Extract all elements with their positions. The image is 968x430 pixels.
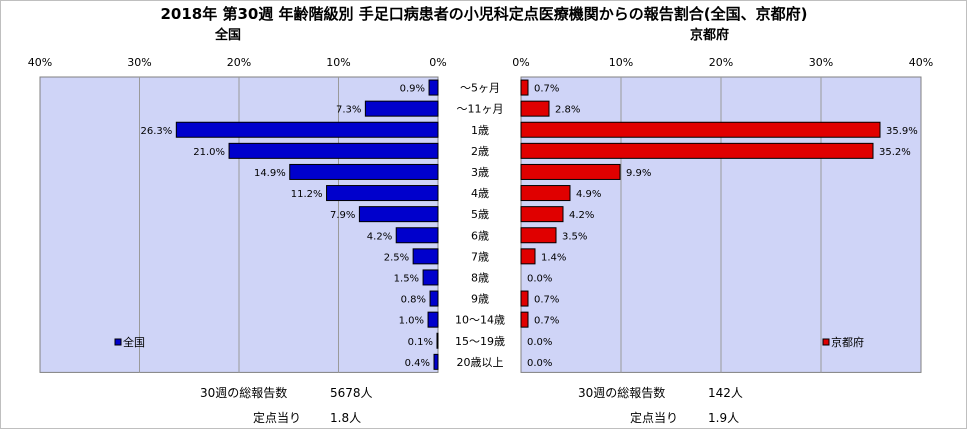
- age-category-label: 3歳: [471, 166, 489, 179]
- national-bar: [436, 332, 439, 349]
- kyoto-data-label: 35.2%: [879, 147, 911, 158]
- national-per-sentinel-label: 定点当り: [253, 411, 302, 425]
- kyoto-data-label: 35.9%: [886, 126, 918, 137]
- national-tick-label: 10%: [326, 56, 350, 69]
- kyoto-bar: [520, 290, 529, 307]
- age-category-label: 7歳: [471, 250, 489, 263]
- kyoto-legend-swatch: [822, 338, 830, 346]
- chart-title: 2018年 第30週 年齢階級別 手足口病患者の小児科定点医療機関からの報告割合…: [160, 5, 808, 23]
- age-category-label: 2歳: [471, 145, 489, 158]
- national-bar: [175, 121, 439, 138]
- national-data-label: 4.2%: [367, 231, 392, 242]
- kyoto-panel-title: 京都府: [690, 28, 730, 43]
- kyoto-total-reports-label: 30週の総報告数: [578, 386, 666, 400]
- kyoto-data-label: 0.0%: [527, 337, 552, 348]
- kyoto-data-label: 2.8%: [555, 105, 580, 116]
- national-data-label: 26.3%: [141, 126, 173, 137]
- age-category-label: 15～19歳: [455, 335, 505, 348]
- kyoto-bar: [520, 248, 536, 265]
- age-category-label: ～11ヶ月: [457, 103, 504, 116]
- age-category-label: 10～14歳: [455, 314, 505, 327]
- kyoto-tick-label: 30%: [809, 56, 833, 69]
- national-tick-label: 40%: [28, 56, 52, 69]
- national-data-label: 7.9%: [330, 210, 355, 221]
- national-bar: [289, 163, 439, 180]
- kyoto-total-reports-value: 142人: [708, 386, 743, 400]
- kyoto-data-label: 0.0%: [527, 358, 552, 369]
- national-data-label: 0.8%: [401, 295, 426, 306]
- kyoto-data-label: 0.7%: [534, 316, 559, 327]
- kyoto-data-label: 4.9%: [576, 189, 601, 200]
- kyoto-data-label: 0.0%: [527, 273, 552, 284]
- kyoto-tick-label: 0%: [512, 56, 529, 69]
- national-data-label: 7.3%: [336, 105, 361, 116]
- kyoto-data-label: 3.5%: [562, 231, 587, 242]
- age-category-label: 8歳: [471, 271, 489, 284]
- age-category-label: 6歳: [471, 229, 489, 242]
- national-tick-label: 30%: [127, 56, 151, 69]
- national-data-label: 0.1%: [408, 337, 433, 348]
- kyoto-bar: [520, 311, 529, 328]
- kyoto-bar: [520, 163, 621, 180]
- national-data-label: 1.5%: [394, 273, 419, 284]
- national-bar: [326, 185, 439, 202]
- kyoto-tick-label: 40%: [909, 56, 933, 69]
- kyoto-per-sentinel-label: 定点当り: [630, 411, 679, 425]
- national-total-reports-value: 5678人: [330, 386, 373, 400]
- national-bar: [428, 79, 439, 96]
- national-bar: [364, 100, 439, 117]
- national-tick-label: 20%: [227, 56, 251, 69]
- national-legend-label: 全国: [123, 335, 145, 349]
- national-data-label: 1.0%: [399, 316, 424, 327]
- age-category-label: 1歳: [471, 124, 489, 137]
- national-bar: [395, 227, 439, 244]
- age-category-label: 20歳以上: [457, 356, 504, 369]
- kyoto-tick-label: 20%: [709, 56, 733, 69]
- national-bar: [433, 353, 439, 370]
- age-category-label: 4歳: [471, 187, 489, 200]
- national-bar: [358, 206, 439, 223]
- national-bar: [422, 269, 439, 286]
- national-bar: [429, 290, 439, 307]
- age-category-label: 9歳: [471, 293, 489, 306]
- national-panel-title: 全国: [215, 28, 242, 43]
- kyoto-data-label: 1.4%: [541, 252, 566, 263]
- kyoto-data-label: 4.2%: [569, 210, 594, 221]
- kyoto-tick-label: 10%: [609, 56, 633, 69]
- kyoto-bar: [520, 100, 550, 117]
- national-total-reports-label: 30週の総報告数: [200, 386, 288, 400]
- kyoto-per-sentinel-value: 1.9人: [708, 411, 740, 425]
- kyoto-bar: [520, 185, 571, 202]
- kyoto-bar: [520, 121, 881, 138]
- national-bar: [427, 311, 439, 328]
- kyoto-bar: [520, 142, 874, 159]
- national-per-sentinel-value: 1.8人: [330, 411, 362, 425]
- national-legend-swatch: [114, 338, 122, 346]
- kyoto-bar: [520, 206, 564, 223]
- kyoto-bar: [520, 79, 529, 96]
- national-data-label: 2.5%: [384, 252, 409, 263]
- national-data-label: 14.9%: [254, 168, 286, 179]
- age-category-label: 5歳: [471, 208, 489, 221]
- kyoto-data-label: 0.7%: [534, 84, 559, 95]
- age-category-label: ～5ヶ月: [460, 82, 500, 95]
- national-data-label: 0.9%: [400, 84, 425, 95]
- national-bar: [412, 248, 439, 265]
- national-data-label: 0.4%: [405, 358, 430, 369]
- national-tick-label: 0%: [429, 56, 446, 69]
- national-data-label: 11.2%: [291, 189, 323, 200]
- kyoto-legend-label: 京都府: [831, 335, 864, 349]
- kyoto-data-label: 0.7%: [534, 295, 559, 306]
- national-data-label: 21.0%: [193, 147, 225, 158]
- national-bar: [228, 142, 439, 159]
- kyoto-data-label: 9.9%: [626, 168, 651, 179]
- kyoto-bar: [520, 227, 557, 244]
